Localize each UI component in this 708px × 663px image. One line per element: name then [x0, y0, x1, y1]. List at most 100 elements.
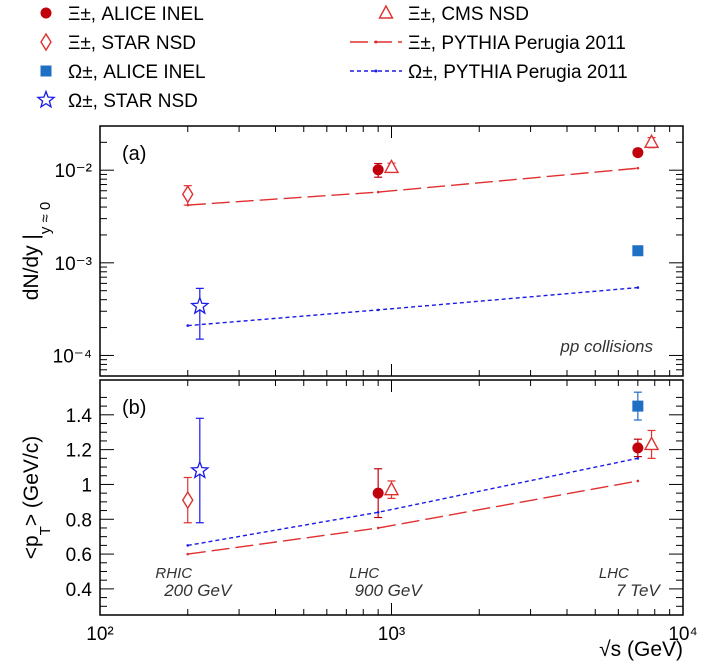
panel-label: (a)	[122, 143, 146, 165]
y-tick-label: 10⁻²	[55, 161, 93, 182]
marker-triangle	[643, 133, 660, 149]
model-point	[186, 324, 190, 327]
series-pythia-perugia-2011-line	[186, 457, 640, 547]
x-tick-label: 10⁴	[668, 624, 697, 645]
model-point	[376, 510, 380, 514]
y-axis-title-sub: y ≈ 0	[37, 202, 54, 234]
legend-entry-pythia-perugia-2011-line: Ω±, PYTHIA Perugia 2011	[350, 62, 628, 83]
series-alice-inel	[372, 438, 644, 519]
energy-annotation-label: LHC	[599, 565, 629, 582]
legend-entry-star-nsd: Ω±, STAR NSD	[36, 89, 198, 112]
series-alice-inel	[632, 391, 644, 421]
y-axis-title-main: dN/dy |	[20, 234, 43, 300]
data-point	[383, 159, 400, 174]
data-point	[181, 184, 194, 204]
y-tick-label: 0.4	[66, 580, 93, 601]
series-star-nsd	[189, 417, 210, 524]
x-axis: 10² 10³ 10⁴√s (GeV)	[86, 624, 697, 661]
marker-diamond	[40, 32, 52, 52]
model-point	[186, 544, 190, 547]
series-cms-nsd	[383, 133, 660, 174]
legend-marker	[378, 4, 394, 19]
x-axis-title: √s (GeV)	[599, 638, 683, 661]
y-axis-title-tail: > (GeV/c)	[20, 436, 43, 526]
legend-label: Ξ±, STAR NSD	[68, 33, 196, 54]
plot-note: pp collisions	[559, 337, 653, 356]
panel-a: 10⁻² 10⁻³ 10⁻⁴ (a) dN/dy |y ≈ 0 pp collisions	[20, 125, 684, 377]
model-point	[186, 203, 190, 207]
data-point	[372, 487, 384, 499]
x-ticks	[99, 380, 671, 615]
series-pythia-perugia-2011-line	[186, 166, 640, 207]
x-tick-label-text: 10²	[86, 624, 113, 645]
x-ticks	[99, 126, 671, 376]
y-ticks: 10⁻² 10⁻³ 10⁻⁴	[53, 125, 683, 377]
legend-entry-cms-nsd: Ξ±, CMS NSD	[378, 4, 529, 25]
marker-triangle	[643, 435, 660, 451]
marker-circle	[632, 147, 644, 159]
model-curve	[187, 480, 638, 555]
model-point	[636, 166, 640, 170]
y-tick-label: 0.8	[66, 510, 92, 531]
y-tick-label: 0.6	[66, 545, 92, 566]
model-curve	[187, 286, 638, 327]
marker-circle	[372, 164, 384, 176]
legend-label: Ξ±, CMS NSD	[408, 4, 529, 25]
y-axis-title: dN/dy |y ≈ 0	[20, 202, 54, 301]
data-point	[643, 133, 660, 149]
marker-square	[632, 400, 644, 412]
series-star-nsd	[181, 184, 194, 206]
marker-triangle	[378, 4, 394, 19]
y-ticks: 0.4 0.6 0.8 1 1.2 1.4	[66, 396, 683, 607]
series-alice-inel	[372, 147, 644, 178]
model-point	[376, 190, 380, 194]
legend-label: Ξ±, PYTHIA Perugia 2011	[408, 33, 626, 54]
y-tick-label: 1.4	[66, 406, 93, 427]
legend-entry-alice-inel: Ω±, ALICE INEL	[40, 62, 206, 83]
energy-annotation-label: LHC	[349, 565, 379, 582]
energy-annotation-label: RHIC	[155, 565, 192, 582]
data-point	[189, 295, 210, 315]
legend-marker	[40, 32, 52, 52]
legend-label: Ω±, ALICE INEL	[68, 62, 206, 83]
model-curve	[187, 457, 638, 547]
legend-entry-star-nsd: Ξ±, STAR NSD	[40, 32, 196, 54]
y-tick-label: 1	[81, 475, 92, 496]
panel-label: (b)	[122, 397, 146, 419]
model-point	[636, 479, 640, 483]
legend-label: Ω±, STAR NSD	[68, 91, 198, 112]
marker-square	[632, 245, 644, 257]
marker-circle	[632, 442, 644, 454]
legend-label: Ξ±, ALICE INEL	[68, 4, 204, 25]
legend-marker	[40, 65, 52, 77]
legend-entry-alice-inel: Ξ±, ALICE INEL	[40, 4, 204, 25]
legend: Ξ±, ALICE INEL Ξ±, CMS NSD Ξ±, STAR NSD Ξ±,…	[36, 4, 628, 112]
model-point	[376, 526, 380, 530]
y-axis-title-main: <p	[20, 535, 43, 559]
marker-triangle	[383, 159, 400, 174]
series-pythia-perugia-2011-line	[186, 479, 640, 556]
marker-diamond	[181, 490, 194, 510]
marker-triangle	[383, 481, 400, 496]
energy-annotation-value: 900 GeV	[355, 581, 424, 600]
data-point	[383, 481, 400, 496]
x-tick-label: 10³	[378, 624, 405, 645]
legend-marker	[36, 89, 56, 109]
y-axis-title-sub: T	[37, 526, 54, 535]
data-point	[632, 442, 644, 454]
energy-annotation-value: 200 GeV	[163, 581, 233, 600]
y-axis-title: <pT> (GeV/c)	[20, 436, 54, 560]
marker-circle	[40, 7, 52, 19]
legend-line-dot	[374, 69, 378, 73]
data-point	[181, 490, 194, 510]
marker-diamond	[181, 184, 194, 204]
model-point	[636, 457, 640, 460]
marker-circle	[372, 487, 384, 499]
marker-star	[189, 460, 210, 479]
data-point	[632, 400, 644, 412]
x-tick-label: 10²	[86, 624, 113, 645]
model-point	[186, 552, 190, 556]
